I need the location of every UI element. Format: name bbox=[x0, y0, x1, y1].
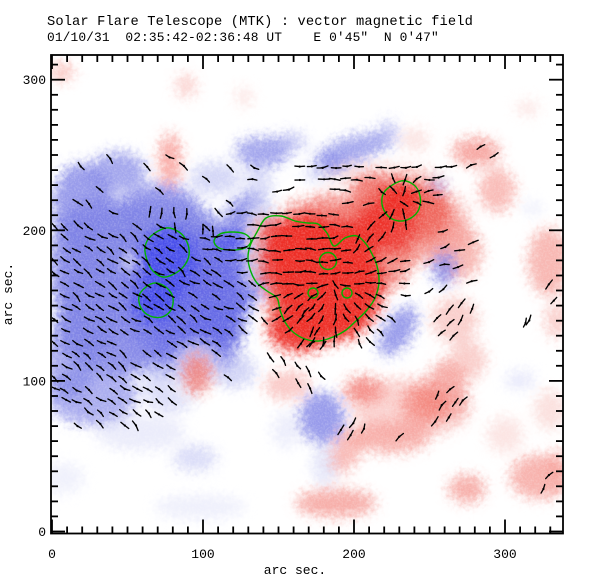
svg-text:100: 100 bbox=[191, 547, 214, 562]
svg-text:arc sec.: arc sec. bbox=[264, 563, 326, 578]
svg-text:200: 200 bbox=[342, 547, 365, 562]
svg-text:0: 0 bbox=[38, 525, 46, 540]
svg-text:arc sec.: arc sec. bbox=[1, 263, 16, 325]
svg-text:300: 300 bbox=[23, 73, 46, 88]
svg-text:0: 0 bbox=[48, 547, 56, 562]
svg-text:Solar Flare Telescope (MTK) :: Solar Flare Telescope (MTK) : vector mag… bbox=[47, 14, 473, 30]
svg-text:300: 300 bbox=[493, 547, 516, 562]
svg-text:100: 100 bbox=[23, 374, 46, 389]
svg-text:01/10/31 02:35:42-02:36:48 UT: 01/10/31 02:35:42-02:36:48 UT E 0'45" N … bbox=[47, 30, 439, 45]
svg-text:200: 200 bbox=[23, 224, 46, 239]
